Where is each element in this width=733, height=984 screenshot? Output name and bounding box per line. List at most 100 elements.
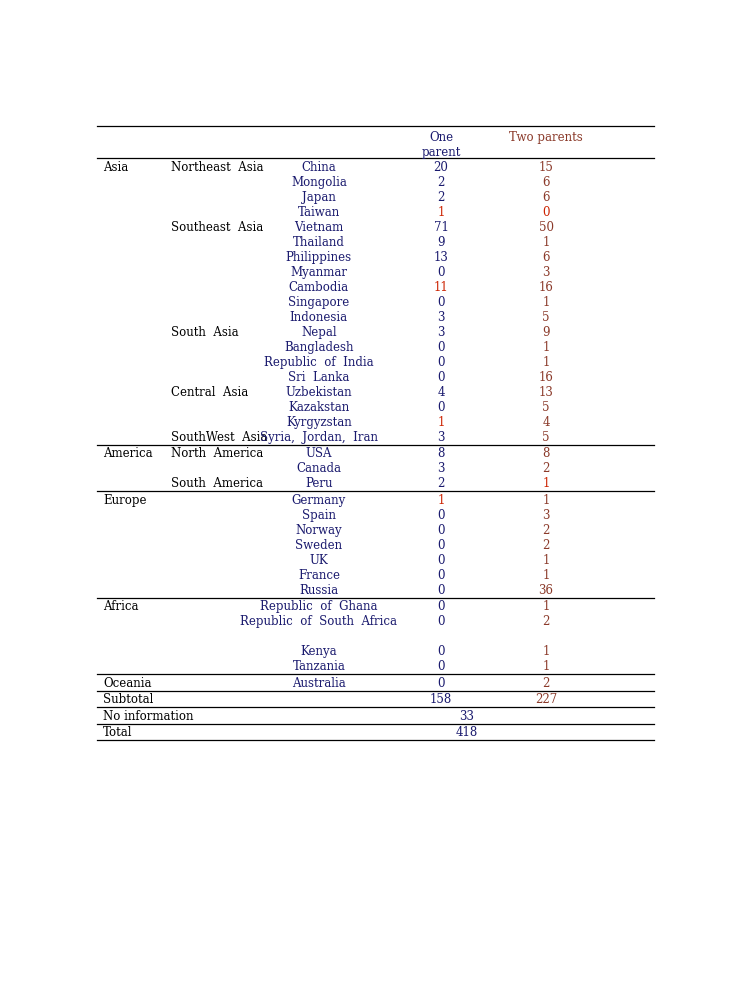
Text: Subtotal: Subtotal [103,694,153,707]
Text: Indonesia: Indonesia [290,311,348,324]
Text: Sweden: Sweden [295,539,342,552]
Text: Republic  of  South  Africa: Republic of South Africa [240,615,397,629]
Text: Nepal: Nepal [301,326,336,338]
Text: Kenya: Kenya [301,646,337,658]
Text: 4: 4 [438,386,445,399]
Text: 13: 13 [433,251,449,264]
Text: 3: 3 [438,326,445,338]
Text: 3: 3 [542,509,550,522]
Text: 1: 1 [542,600,550,613]
Text: Taiwan: Taiwan [298,206,340,218]
Text: 0: 0 [438,554,445,567]
Text: Philippines: Philippines [286,251,352,264]
Text: Southeast  Asia: Southeast Asia [172,220,263,234]
Text: 15: 15 [539,160,553,174]
Text: Republic  of  India: Republic of India [264,356,374,369]
Text: Northeast  Asia: Northeast Asia [172,160,264,174]
Text: 1: 1 [542,494,550,507]
Text: Central  Asia: Central Asia [172,386,248,399]
Text: Oceania: Oceania [103,677,152,690]
Text: 1: 1 [542,477,550,490]
Text: 1: 1 [542,569,550,582]
Text: 4: 4 [542,416,550,429]
Text: Africa: Africa [103,600,139,613]
Text: 3: 3 [438,462,445,475]
Text: 50: 50 [539,220,553,234]
Text: Canada: Canada [296,462,342,475]
Text: 2: 2 [438,176,445,189]
Text: 36: 36 [539,584,553,597]
Text: Asia: Asia [103,160,128,174]
Text: Sri  Lanka: Sri Lanka [288,371,350,384]
Text: 1: 1 [438,206,445,218]
Text: South  Asia: South Asia [172,326,239,338]
Text: 0: 0 [438,569,445,582]
Text: 1: 1 [542,340,550,354]
Text: 0: 0 [438,340,445,354]
Text: No information: No information [103,709,194,723]
Text: Mongolia: Mongolia [291,176,347,189]
Text: Russia: Russia [299,584,339,597]
Text: 0: 0 [438,371,445,384]
Text: 1: 1 [542,296,550,309]
Text: 0: 0 [438,509,445,522]
Text: Peru: Peru [305,477,333,490]
Text: 2: 2 [542,615,550,629]
Text: 158: 158 [430,694,452,707]
Text: 5: 5 [542,431,550,444]
Text: 71: 71 [433,220,449,234]
Text: Uzbekistan: Uzbekistan [286,386,352,399]
Text: 0: 0 [438,523,445,537]
Text: 6: 6 [542,176,550,189]
Text: 1: 1 [542,646,550,658]
Text: Kazakstan: Kazakstan [288,400,350,414]
Text: 0: 0 [438,615,445,629]
Text: Germany: Germany [292,494,346,507]
Text: Spain: Spain [302,509,336,522]
Text: 16: 16 [539,280,553,294]
Text: Singapore: Singapore [288,296,350,309]
Text: Europe: Europe [103,494,147,507]
Text: 5: 5 [542,400,550,414]
Text: 0: 0 [438,646,445,658]
Text: Two parents: Two parents [509,131,583,144]
Text: 6: 6 [542,251,550,264]
Text: Total: Total [103,726,133,739]
Text: SouthWest  Asia: SouthWest Asia [172,431,268,444]
Text: 8: 8 [438,448,445,461]
Text: 33: 33 [459,709,474,723]
Text: 227: 227 [535,694,557,707]
Text: 0: 0 [438,539,445,552]
Text: 0: 0 [542,206,550,218]
Text: Japan: Japan [302,191,336,204]
Text: 3: 3 [542,266,550,278]
Text: 9: 9 [542,326,550,338]
Text: 418: 418 [455,726,478,739]
Text: 2: 2 [542,523,550,537]
Text: France: France [298,569,340,582]
Text: 5: 5 [542,311,550,324]
Text: Norway: Norway [295,523,342,537]
Text: 2: 2 [542,677,550,690]
Text: 0: 0 [438,400,445,414]
Text: Myanmar: Myanmar [290,266,347,278]
Text: Syria,  Jordan,  Iran: Syria, Jordan, Iran [260,431,377,444]
Text: 6: 6 [542,191,550,204]
Text: 2: 2 [438,191,445,204]
Text: 0: 0 [438,600,445,613]
Text: Bangladesh: Bangladesh [284,340,353,354]
Text: 2: 2 [438,477,445,490]
Text: 11: 11 [434,280,449,294]
Text: North  America: North America [172,448,263,461]
Text: Australia: Australia [292,677,346,690]
Text: 20: 20 [433,160,449,174]
Text: 0: 0 [438,660,445,673]
Text: 2: 2 [542,462,550,475]
Text: Cambodia: Cambodia [289,280,349,294]
Text: South  America: South America [172,477,263,490]
Text: USA: USA [306,448,332,461]
Text: Tanzania: Tanzania [292,660,345,673]
Text: China: China [301,160,336,174]
Text: 1: 1 [438,416,445,429]
Text: 0: 0 [438,584,445,597]
